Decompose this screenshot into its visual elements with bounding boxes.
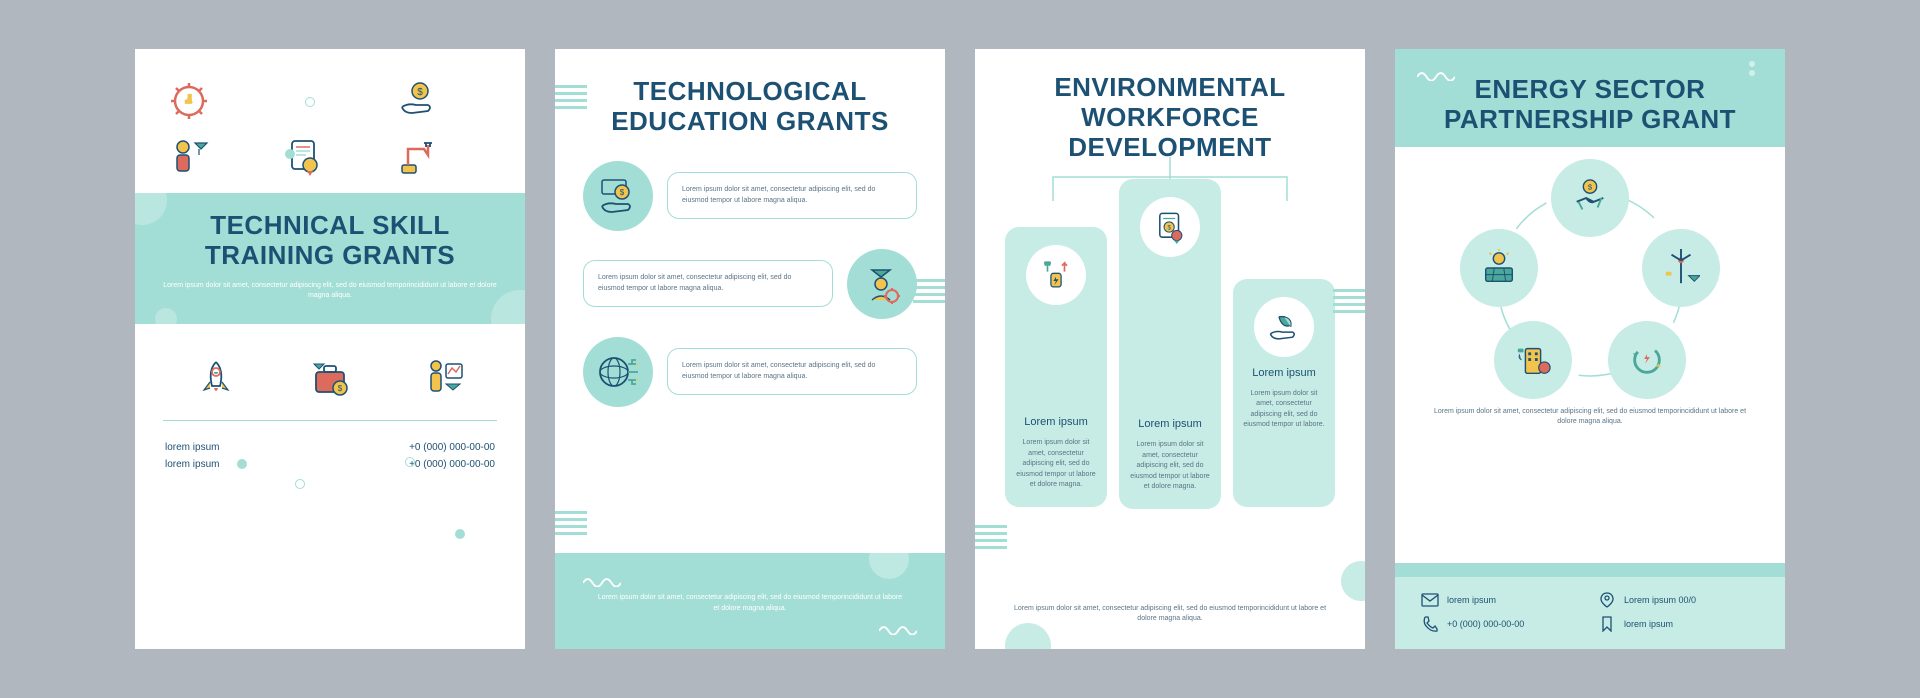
panel4-header: ENERGY SECTOR PARTNERSHIP GRANT xyxy=(1395,49,1785,149)
mail-icon xyxy=(1421,593,1439,607)
panel3-col-2: Lorem ipsum Lorem ipsum dolor sit amet, … xyxy=(1119,179,1221,509)
panel3-col-1: Lorem ipsum Lorem ipsum dolor sit amet, … xyxy=(1005,227,1107,507)
bookmark-icon xyxy=(1598,617,1616,631)
panel3-col-3: Lorem ipsum Lorem ipsum dolor sit amet, … xyxy=(1233,279,1335,507)
rocket-icon xyxy=(192,354,240,402)
briefcase-coin-icon xyxy=(306,354,354,402)
panel4-desc: Lorem ipsum dolor sit amet, consectetur … xyxy=(1429,407,1751,428)
panel2-row-1-text: Lorem ipsum dolor sit amet, consectetur … xyxy=(682,185,902,206)
panel2-row-2: Lorem ipsum dolor sit amet, consectetur … xyxy=(583,249,917,319)
leaf-hand-icon xyxy=(1254,297,1314,357)
contact-phone: +0 (000) 000-00-00 xyxy=(1421,617,1582,631)
panel3-footer: Lorem ipsum dolor sit amet, consectetur … xyxy=(975,579,1365,649)
eco-certificate-icon xyxy=(1140,197,1200,257)
panel1-title: TECHNICAL SKILL TRAINING GRANTS xyxy=(163,211,497,271)
panel3-title: ENVIRONMENTAL WORKFORCE DEVELOPMENT xyxy=(995,73,1345,163)
building-plug-icon xyxy=(1494,321,1572,399)
globe-circuit-icon xyxy=(583,337,653,407)
gear-arrow-icon xyxy=(165,77,213,125)
panel1-footer-right: +0 (000) 000-00-00 +0 (000) 000-00-00 xyxy=(409,439,495,473)
panel2-row-3: Lorem ipsum dolor sit amet, consectetur … xyxy=(583,337,917,407)
panel2-row-1: Lorem ipsum dolor sit amet, consectetur … xyxy=(583,161,917,231)
solar-panel-icon xyxy=(1460,229,1538,307)
energy-arrows-icon xyxy=(1026,245,1086,305)
panel-environmental-workforce: ENVIRONMENTAL WORKFORCE DEVELOPMENT Lore… xyxy=(975,49,1365,649)
panel1-icon-row-bottom xyxy=(135,324,525,414)
panel3-footer-text: Lorem ipsum dolor sit amet, consectetur … xyxy=(1005,604,1335,625)
handshake-coin-icon xyxy=(1551,159,1629,237)
panel1-title-band: TECHNICAL SKILL TRAINING GRANTS Lorem ip… xyxy=(135,193,525,324)
panel3-col-1-text: Lorem ipsum dolor sit amet, consectetur … xyxy=(1015,438,1097,491)
phone-icon xyxy=(1421,617,1439,631)
panel2-row-2-text: Lorem ipsum dolor sit amet, consectetur … xyxy=(598,273,818,294)
panel1-footer-left: lorem ipsum lorem ipsum xyxy=(165,439,219,473)
presenter-chart-icon xyxy=(420,354,468,402)
panel-energy-sector: ENERGY SECTOR PARTNERSHIP GRANT Lorem ip… xyxy=(1395,49,1785,649)
money-hand-icon xyxy=(583,161,653,231)
panel4-desc-wrap: Lorem ipsum dolor sit amet, consectetur … xyxy=(1395,399,1785,436)
robot-arm-icon xyxy=(394,133,442,181)
contact-bookmark: lorem ipsum xyxy=(1598,617,1759,631)
pin-icon xyxy=(1598,593,1616,607)
panel3-col-3-label: Lorem ipsum xyxy=(1252,367,1316,379)
panel2-title: TECHNOLOGICAL EDUCATION GRANTS xyxy=(575,77,925,137)
contact-address: Lorem ipsum 00/0 xyxy=(1598,593,1759,607)
hand-coin-icon xyxy=(394,77,442,125)
student-gear-icon xyxy=(847,249,917,319)
panel-technological-education: TECHNOLOGICAL EDUCATION GRANTS Lorem ips… xyxy=(555,49,945,649)
panel3-col-2-label: Lorem ipsum xyxy=(1138,418,1202,430)
panel-technical-skill: TECHNICAL SKILL TRAINING GRANTS Lorem ip… xyxy=(135,49,525,649)
panel2-row-3-text: Lorem ipsum dolor sit amet, consectetur … xyxy=(682,361,902,382)
panel1-desc: Lorem ipsum dolor sit amet, consectetur … xyxy=(163,281,497,302)
panel2-header: TECHNOLOGICAL EDUCATION GRANTS xyxy=(555,49,945,155)
panel3-col-2-text: Lorem ipsum dolor sit amet, consectetur … xyxy=(1129,440,1211,493)
contact-email: lorem ipsum xyxy=(1421,593,1582,607)
panel1-icon-grid-top xyxy=(135,49,525,193)
worker-cap-icon xyxy=(165,133,213,181)
panel2-body: Lorem ipsum dolor sit amet, consectetur … xyxy=(555,155,945,417)
wind-turbine-icon xyxy=(1642,229,1720,307)
panel3-col-3-text: Lorem ipsum dolor sit amet, consectetur … xyxy=(1243,389,1325,431)
panel3-columns: Lorem ipsum Lorem ipsum dolor sit amet, … xyxy=(975,173,1365,519)
panel3-col-1-label: Lorem ipsum xyxy=(1024,416,1088,428)
panel3-header: ENVIRONMENTAL WORKFORCE DEVELOPMENT xyxy=(975,49,1365,173)
panel2-footer: Lorem ipsum dolor sit amet, consectetur … xyxy=(555,559,945,649)
energy-cycle-icon xyxy=(1608,321,1686,399)
panel4-contacts: lorem ipsum Lorem ipsum 00/0 +0 (000) 00… xyxy=(1395,577,1785,649)
panel4-icon-ring xyxy=(1460,159,1720,399)
brochure-canvas: TECHNICAL SKILL TRAINING GRANTS Lorem ip… xyxy=(135,49,1785,649)
panel1-footer: lorem ipsum lorem ipsum +0 (000) 000-00-… xyxy=(135,427,525,495)
panel4-title: ENERGY SECTOR PARTNERSHIP GRANT xyxy=(1415,75,1765,135)
